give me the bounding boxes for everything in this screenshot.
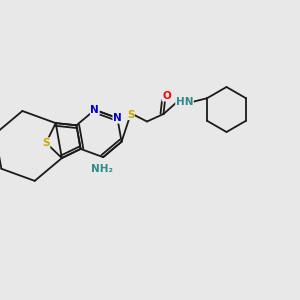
Text: NH₂: NH₂ [91,164,113,174]
Text: HN: HN [176,97,193,107]
Text: S: S [127,110,134,120]
Text: N: N [113,113,122,123]
Text: S: S [42,138,50,148]
Text: O: O [162,91,171,101]
Text: N: N [91,105,99,115]
